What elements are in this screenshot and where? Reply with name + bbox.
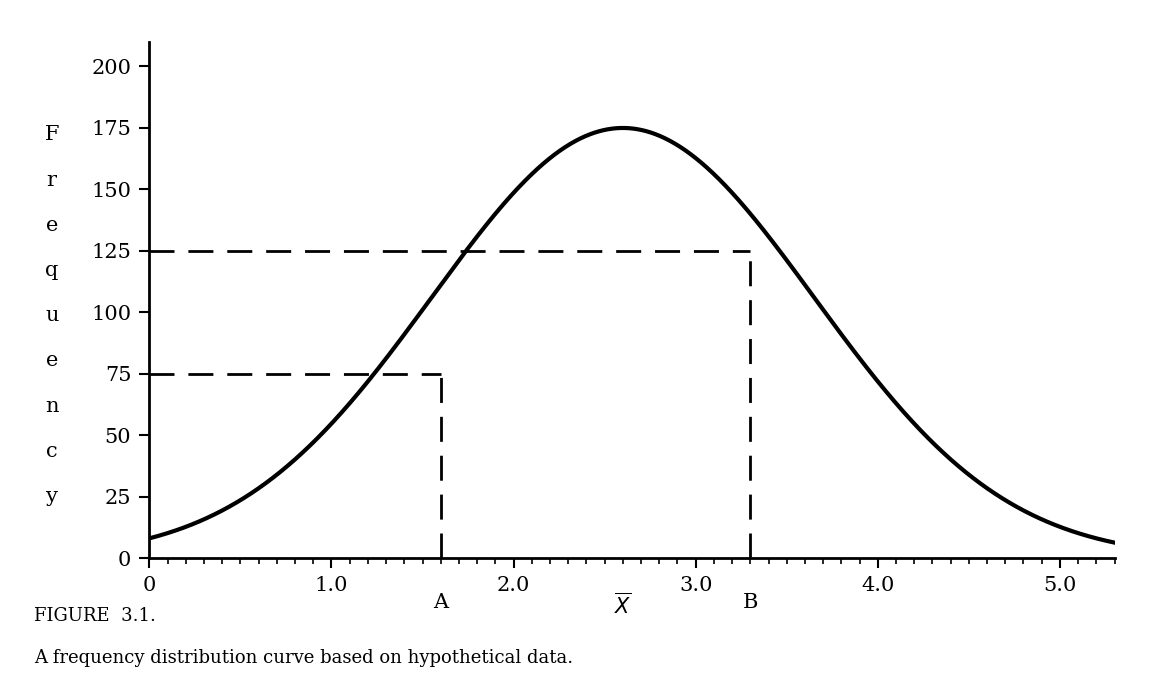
Text: q: q — [45, 261, 59, 280]
Text: r: r — [47, 170, 56, 190]
Text: e: e — [46, 351, 57, 371]
Text: u: u — [45, 306, 59, 325]
Text: e: e — [46, 216, 57, 235]
Text: A: A — [433, 593, 448, 612]
Text: A frequency distribution curve based on hypothetical data.: A frequency distribution curve based on … — [34, 649, 573, 667]
Text: F: F — [45, 126, 59, 144]
Text: $\overline{X}$: $\overline{X}$ — [614, 593, 632, 618]
Text: c: c — [46, 442, 57, 461]
Text: FIGURE  3.1.: FIGURE 3.1. — [34, 607, 156, 625]
Text: B: B — [742, 593, 758, 612]
Text: y: y — [46, 487, 57, 506]
Text: n: n — [45, 396, 59, 415]
